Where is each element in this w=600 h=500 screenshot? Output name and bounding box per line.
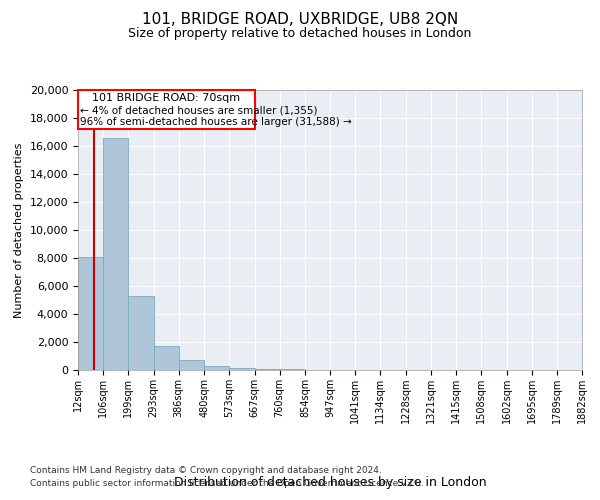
Bar <box>103 138 128 370</box>
Bar <box>229 368 254 370</box>
Bar <box>154 346 179 370</box>
X-axis label: Distribution of detached houses by size in London: Distribution of detached houses by size … <box>173 476 487 489</box>
Text: Contains HM Land Registry data © Crown copyright and database right 2024.: Contains HM Land Registry data © Crown c… <box>30 466 382 475</box>
Bar <box>280 369 305 370</box>
Text: 96% of semi-detached houses are larger (31,588) →: 96% of semi-detached houses are larger (… <box>80 116 352 126</box>
Text: Size of property relative to detached houses in London: Size of property relative to detached ho… <box>128 28 472 40</box>
Bar <box>128 296 154 370</box>
Y-axis label: Number of detached properties: Number of detached properties <box>14 142 24 318</box>
Bar <box>179 360 204 370</box>
Text: ← 4% of detached houses are smaller (1,355): ← 4% of detached houses are smaller (1,3… <box>80 106 317 116</box>
Bar <box>204 366 229 370</box>
Text: 101 BRIDGE ROAD: 70sqm: 101 BRIDGE ROAD: 70sqm <box>92 93 241 103</box>
Text: Contains public sector information licensed under the Open Government Licence v3: Contains public sector information licen… <box>30 479 424 488</box>
FancyBboxPatch shape <box>78 90 254 129</box>
Text: 101, BRIDGE ROAD, UXBRIDGE, UB8 2QN: 101, BRIDGE ROAD, UXBRIDGE, UB8 2QN <box>142 12 458 28</box>
Bar <box>254 368 280 370</box>
Bar <box>78 256 103 370</box>
